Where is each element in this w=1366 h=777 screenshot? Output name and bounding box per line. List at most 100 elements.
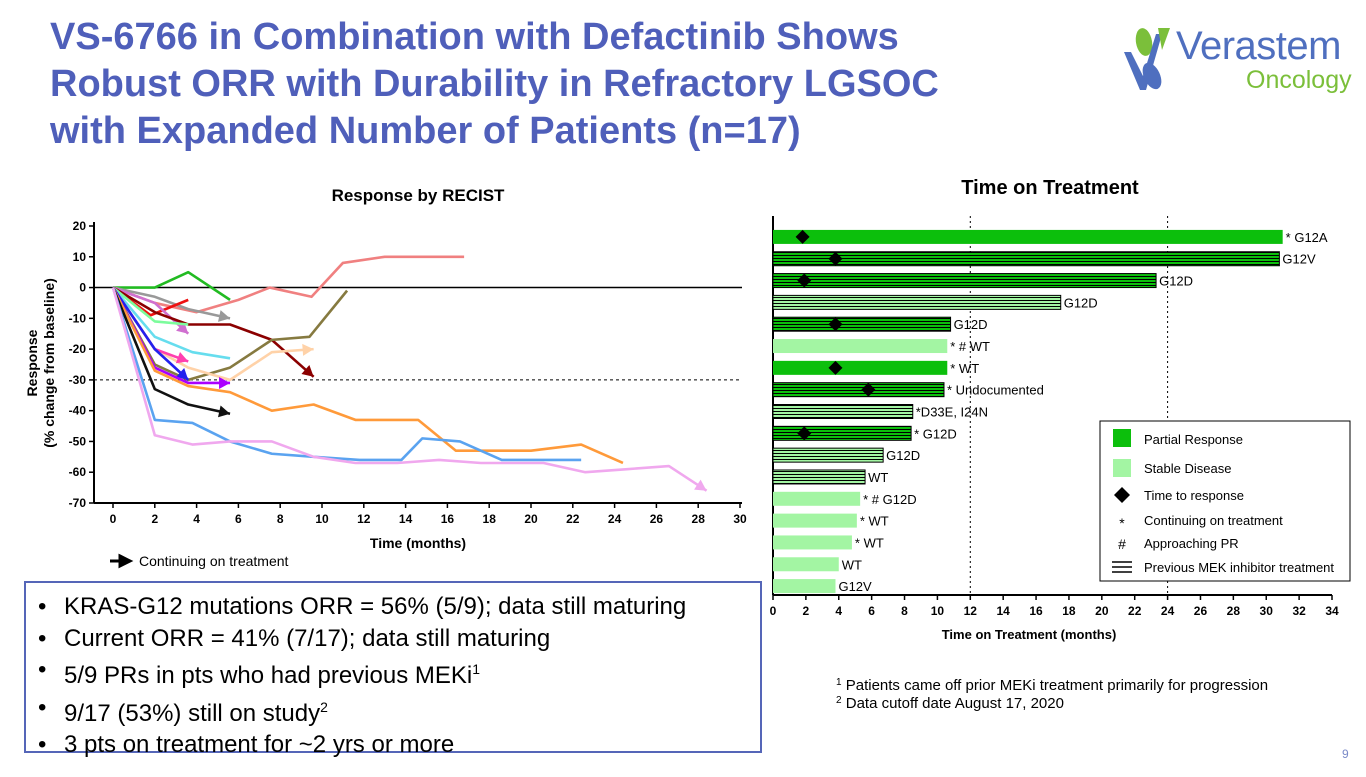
recist-y-tick-label: -30	[69, 373, 87, 387]
tot-bar-label: WT	[842, 557, 862, 572]
tot-bar-label: G12D	[954, 317, 988, 332]
recist-x-tick-label: 0	[110, 512, 117, 526]
tot-bar-hatch	[772, 382, 945, 398]
legend-stable-label: Stable Disease	[1144, 461, 1231, 476]
recist-x-tick-label: 12	[357, 512, 371, 526]
recist-legend-label: Continuing on treatment	[139, 553, 289, 569]
tot-bar-hatch	[772, 273, 1157, 289]
tot-x-tick-label: 20	[1095, 604, 1109, 618]
recist-y-tick-label: 20	[73, 219, 87, 233]
recist-chart: Response by RECIST Response (% change fr…	[24, 186, 747, 569]
tot-bar	[773, 557, 839, 572]
slide-title: VS-6766 in Combination with Defactinib S…	[50, 14, 1050, 155]
recist-series-line	[112, 286, 231, 360]
tot-bar-hatch	[772, 469, 866, 485]
recist-series-line	[111, 286, 624, 465]
legend-partial-label: Partial Response	[1144, 432, 1243, 447]
recist-series-line	[112, 286, 231, 320]
tot-x-tick-label: 34	[1325, 604, 1339, 618]
tot-title: Time on Treatment	[961, 177, 1139, 199]
recist-y-tick-label: -20	[69, 342, 87, 356]
tot-bar	[773, 229, 1283, 244]
tot-x-tick-label: 8	[901, 604, 908, 618]
recist-series-line	[111, 286, 190, 381]
tot-x-tick-label: 28	[1227, 604, 1241, 618]
recist-xlabel: Time (months)	[370, 535, 466, 551]
footnote-2-text: Data cutoff date August 17, 2020	[845, 695, 1064, 712]
tot-bar-label: G12D	[1159, 274, 1193, 289]
recist-x-tick-label: 8	[277, 512, 284, 526]
recist-y-tick-label: 0	[79, 281, 86, 295]
summary-list: KRAS-G12 mutations ORR = 56% (5/9); data…	[26, 591, 760, 761]
recist-x-tick-label: 4	[193, 512, 200, 526]
recist-series-line	[112, 286, 189, 326]
tot-bar	[773, 360, 948, 375]
recist-series-line	[111, 287, 708, 492]
legend-star-icon: *	[1119, 515, 1125, 531]
legend-approaching-label: Approaching PR	[1144, 536, 1239, 551]
recist-x-tick-label: 14	[399, 512, 413, 526]
tot-x-tick-label: 24	[1161, 604, 1175, 618]
recist-series-line	[112, 286, 315, 378]
recist-arrow-icon	[176, 368, 189, 380]
summary-item-text: 9/17 (53%) still on study	[64, 699, 321, 727]
tot-x-tick-label: 0	[770, 604, 777, 618]
logo-word: Verastem	[1176, 24, 1341, 68]
recist-series-line	[111, 286, 349, 382]
tot-x-tick-label: 30	[1260, 604, 1274, 618]
recist-x-tick-label: 18	[483, 512, 497, 526]
recist-series-line	[112, 255, 465, 314]
tot-x-tick-label: 2	[803, 604, 810, 618]
recist-series-line	[113, 270, 231, 301]
tot-bar	[773, 513, 857, 528]
title-line-1: VS-6766 in Combination with Defactinib S…	[50, 16, 899, 58]
tot-x-tick-label: 10	[931, 604, 945, 618]
tot-bar-label: G12V	[1282, 252, 1316, 267]
tot-x-tick-label: 32	[1292, 604, 1306, 618]
footnote-1-text: Patients came off prior MEKi treatment p…	[845, 677, 1269, 694]
recist-y-tick-label: -70	[69, 496, 87, 510]
recist-x-tick-label: 10	[315, 512, 329, 526]
tot-legend: Partial Response Stable Disease Time to …	[1099, 420, 1351, 582]
tot-response-diamond-icon	[828, 317, 843, 332]
legend-hatch-icon	[1112, 561, 1132, 573]
tot-x-tick-label: 12	[964, 604, 978, 618]
footnote-1: 1 Patients came off prior MEKi treatment…	[836, 674, 1268, 695]
tot-bar-label: * G12D	[914, 426, 957, 441]
tot-bar-label: G12D	[1064, 295, 1098, 310]
recist-arrow-icon	[694, 479, 707, 491]
legend-diamond-icon	[1114, 487, 1130, 503]
tot-bar	[773, 535, 852, 550]
tot-bar	[773, 339, 948, 354]
legend-continuing-label: Continuing on treatment	[1144, 513, 1283, 528]
tot-bar-label: WT	[868, 470, 888, 485]
recist-legend-arrow-icon	[110, 553, 134, 569]
time-on-treatment-chart: Time on Treatment Time on Treatment (mon…	[770, 177, 1351, 642]
tot-xlabel: Time on Treatment (months)	[942, 627, 1117, 642]
summary-item-text: KRAS-G12 mutations ORR = 56% (5/9); data…	[64, 593, 687, 620]
recist-arrow-icon	[302, 343, 314, 356]
recist-x-tick-label: 24	[608, 512, 622, 526]
tot-bar-label: * WT	[855, 535, 884, 550]
tot-response-diamond-icon	[828, 360, 843, 375]
tot-response-diamond-icon	[797, 273, 812, 288]
recist-x-tick-label: 16	[441, 512, 455, 526]
recist-series-line	[111, 287, 231, 416]
summary-item: 9/17 (53%) still on study2	[38, 692, 760, 730]
tot-bar-label: G12V	[838, 579, 872, 594]
summary-item-text: 5/9 PRs in pts who had previous MEKi	[64, 662, 473, 689]
tot-response-diamond-icon	[797, 426, 812, 441]
page-number: 9	[1342, 747, 1349, 761]
tot-bar-label: * Undocumented	[947, 383, 1044, 398]
legend-previous-label: Previous MEK inhibitor treatment	[1144, 560, 1334, 575]
recist-ylabel-1: Response	[24, 329, 40, 396]
tot-bar-hatch	[772, 404, 914, 419]
summary-item-text: 3 pts on treatment for ~2 yrs or more	[64, 731, 455, 758]
title-line-2: Robust ORR with Durability in Refractory…	[50, 63, 939, 105]
tot-x-tick-label: 18	[1062, 604, 1076, 618]
recist-x-tick-label: 28	[692, 512, 706, 526]
title-line-3: with Expanded Number of Patients (n=17)	[50, 110, 801, 152]
recist-arrow-icon	[219, 376, 231, 389]
tot-x-tick-label: 26	[1194, 604, 1208, 618]
recist-arrow-icon	[301, 365, 314, 377]
